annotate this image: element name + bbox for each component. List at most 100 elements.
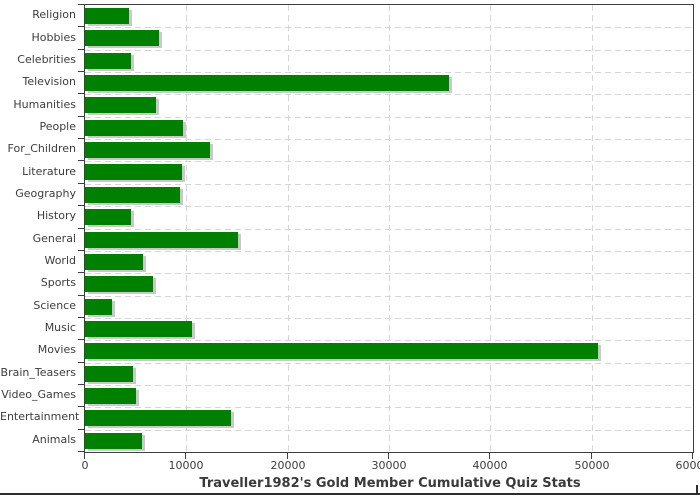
vertical-gridline	[389, 5, 390, 452]
category-label: Music	[44, 321, 76, 334]
bottom-divider-line	[0, 493, 700, 495]
category-label: Animals	[32, 433, 76, 446]
category-axis-tick	[78, 228, 84, 229]
bar-television	[85, 75, 449, 91]
value-axis-tick	[591, 453, 592, 459]
horizontal-gridline	[85, 50, 693, 51]
horizontal-gridline	[85, 363, 693, 364]
category-axis-tick	[78, 49, 84, 50]
bar-entertainment	[85, 410, 231, 426]
horizontal-gridline	[85, 72, 693, 73]
category-axis-tick	[78, 295, 84, 296]
bar-video_games	[85, 388, 136, 404]
value-axis-tick-label: 30000	[371, 459, 407, 472]
category-axis-tick	[78, 339, 84, 340]
chart-title: Traveller1982's Gold Member Cumulative Q…	[199, 476, 581, 491]
horizontal-gridline	[85, 206, 693, 207]
category-axis-tick	[78, 183, 84, 184]
horizontal-gridline	[85, 117, 693, 118]
category-axis-tick	[78, 406, 84, 407]
horizontal-gridline	[85, 27, 693, 28]
category-axis-tick	[78, 93, 84, 94]
bottom-divider-corner	[696, 485, 698, 495]
category-axis-tick	[78, 272, 84, 273]
bar-celebrities	[85, 53, 131, 69]
value-axis-tick-label: 0	[81, 459, 89, 472]
horizontal-gridline	[85, 184, 693, 185]
category-axis-tick	[78, 116, 84, 117]
category-label: Sports	[40, 276, 76, 289]
bar-literature	[85, 164, 182, 180]
horizontal-gridline	[85, 251, 693, 252]
value-axis-tick	[84, 453, 85, 459]
category-axis-tick	[78, 451, 84, 452]
category-label: Movies	[37, 343, 76, 356]
category-label: Humanities	[13, 98, 76, 111]
category-axis-tick	[78, 429, 84, 430]
horizontal-gridline	[85, 430, 693, 431]
value-axis-tick	[388, 453, 389, 459]
horizontal-gridline	[85, 161, 693, 162]
bar-for_children	[85, 142, 210, 158]
horizontal-gridline	[85, 139, 693, 140]
value-axis-tick	[692, 453, 693, 459]
vertical-gridline	[186, 5, 187, 452]
category-axis-tick	[78, 317, 84, 318]
value-axis-tick	[287, 453, 288, 459]
category-label: History	[36, 209, 76, 222]
category-label: Celebrities	[17, 53, 76, 66]
value-axis-tick	[185, 453, 186, 459]
category-label: Entertainment	[0, 410, 80, 423]
bar-world	[85, 254, 143, 270]
bar-humanities	[85, 97, 156, 113]
category-label: Science	[33, 299, 76, 312]
category-label: World	[44, 254, 76, 267]
bar-brain_teasers	[85, 366, 133, 382]
horizontal-gridline	[85, 318, 693, 319]
category-label: Geography	[15, 187, 76, 200]
value-axis-tick-label: 50000	[574, 459, 610, 472]
category-axis-tick	[78, 362, 84, 363]
category-axis-tick	[78, 4, 84, 5]
category-label: For_Children	[7, 142, 76, 155]
horizontal-gridline	[85, 296, 693, 297]
horizontal-gridline	[85, 273, 693, 274]
value-axis-tick-label: 10000	[168, 459, 204, 472]
category-label: Brain_Teasers	[0, 366, 76, 379]
vertical-gridline	[288, 5, 289, 452]
bar-hobbies	[85, 30, 159, 46]
value-axis-tick-label: 40000	[472, 459, 508, 472]
horizontal-gridline	[85, 229, 693, 230]
category-axis-tick	[78, 138, 84, 139]
value-axis-tick	[489, 453, 490, 459]
bar-animals	[85, 433, 142, 449]
vertical-gridline	[490, 5, 491, 452]
category-label: Television	[22, 75, 77, 88]
category-axis-tick	[78, 384, 84, 385]
category-label: General	[32, 232, 76, 245]
category-axis-tick	[78, 26, 84, 27]
bar-people	[85, 120, 183, 136]
bar-general	[85, 232, 238, 248]
category-label: Video_Games	[1, 388, 76, 401]
horizontal-gridline	[85, 385, 693, 386]
category-label: Religion	[32, 8, 76, 21]
category-axis-tick	[78, 250, 84, 251]
category-label: People	[39, 120, 76, 133]
vertical-gridline	[592, 5, 593, 452]
bar-movies	[85, 343, 598, 359]
horizontal-gridline	[85, 407, 693, 408]
category-label: Hobbies	[31, 31, 76, 44]
horizontal-gridline	[85, 340, 693, 341]
bar-science	[85, 299, 112, 315]
plot-area	[84, 4, 694, 453]
category-label: Literature	[22, 165, 76, 178]
bar-religion	[85, 8, 129, 24]
category-axis-tick	[78, 71, 84, 72]
bar-geography	[85, 187, 180, 203]
bar-history	[85, 209, 131, 225]
value-axis-tick-label: 20000	[270, 459, 306, 472]
category-axis-tick	[78, 160, 84, 161]
category-axis-tick	[78, 205, 84, 206]
